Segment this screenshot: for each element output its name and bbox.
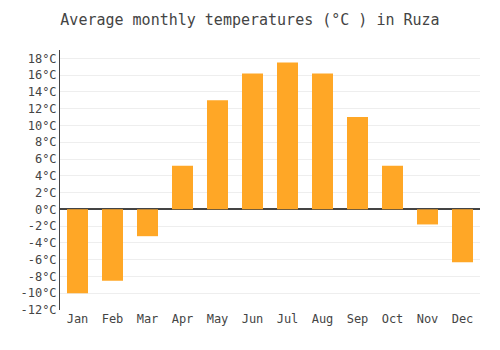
- svg-text:Feb: Feb: [102, 312, 124, 326]
- svg-text:-6°C: -6°C: [28, 253, 57, 267]
- svg-text:8°C: 8°C: [35, 135, 57, 149]
- svg-text:-12°C: -12°C: [20, 303, 56, 317]
- svg-text:2°C: 2°C: [35, 186, 57, 200]
- svg-text:10°C: 10°C: [28, 119, 57, 133]
- svg-text:Aug: Aug: [312, 312, 334, 326]
- svg-text:0°C: 0°C: [35, 203, 57, 217]
- svg-text:12°C: 12°C: [28, 102, 57, 116]
- svg-text:16°C: 16°C: [28, 68, 57, 82]
- svg-text:Oct: Oct: [382, 312, 404, 326]
- svg-text:Sep: Sep: [347, 312, 369, 326]
- svg-text:Jun: Jun: [242, 312, 264, 326]
- svg-text:-4°C: -4°C: [28, 236, 57, 250]
- svg-text:18°C: 18°C: [28, 52, 57, 66]
- svg-text:-2°C: -2°C: [28, 219, 57, 233]
- svg-text:6°C: 6°C: [35, 152, 57, 166]
- svg-text:May: May: [207, 312, 229, 326]
- svg-text:Jul: Jul: [277, 312, 299, 326]
- svg-text:Apr: Apr: [172, 312, 194, 326]
- svg-text:-10°C: -10°C: [20, 286, 56, 300]
- svg-text:Jan: Jan: [67, 312, 89, 326]
- svg-text:Dec: Dec: [452, 312, 474, 326]
- svg-text:Nov: Nov: [417, 312, 439, 326]
- svg-text:4°C: 4°C: [35, 169, 57, 183]
- svg-text:14°C: 14°C: [28, 85, 57, 99]
- svg-text:-8°C: -8°C: [28, 270, 57, 284]
- svg-text:Mar: Mar: [137, 312, 159, 326]
- svg-text:Average monthly temperatures (: Average monthly temperatures (°C ) in Ru…: [60, 11, 439, 29]
